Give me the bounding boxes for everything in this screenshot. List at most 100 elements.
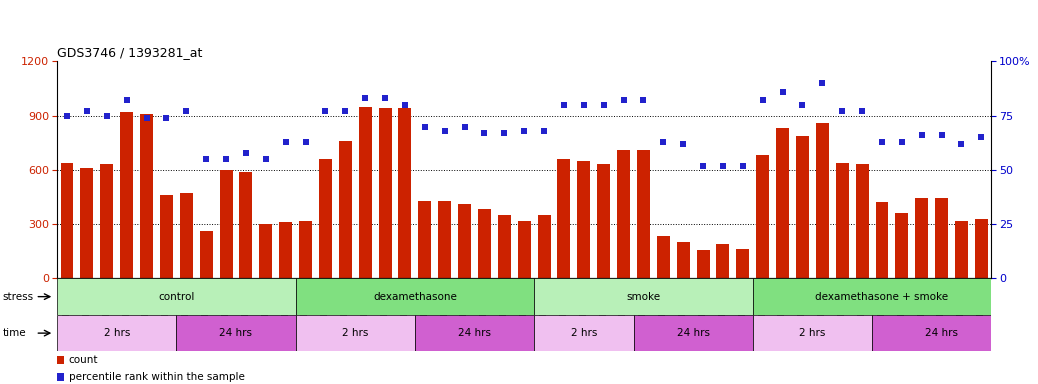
Point <box>774 89 791 95</box>
Point <box>616 98 632 104</box>
Bar <box>81 168 93 278</box>
Bar <box>538 215 550 278</box>
Point <box>436 128 453 134</box>
Point <box>218 156 235 162</box>
Bar <box>418 201 431 278</box>
Point <box>913 132 930 138</box>
Point <box>655 139 672 145</box>
Point <box>735 162 752 169</box>
Bar <box>359 107 372 278</box>
Bar <box>736 250 749 278</box>
Text: count: count <box>69 356 99 366</box>
Point <box>286 300 303 306</box>
Bar <box>872 315 1011 351</box>
Text: smoke: smoke <box>626 291 660 302</box>
Point <box>337 108 354 114</box>
Bar <box>160 195 173 278</box>
Bar <box>260 224 272 278</box>
Point <box>755 98 771 104</box>
Bar <box>677 242 689 278</box>
Point <box>496 130 513 136</box>
Bar <box>753 315 872 351</box>
Bar <box>557 159 571 278</box>
Bar <box>101 164 113 278</box>
Bar <box>379 108 391 278</box>
Text: GDS3746 / 1393281_at: GDS3746 / 1393281_at <box>57 46 202 59</box>
Bar <box>477 209 491 278</box>
Bar <box>716 244 730 278</box>
Bar <box>618 150 630 278</box>
Bar <box>657 236 670 278</box>
Point <box>277 139 294 145</box>
Point <box>555 102 572 108</box>
Point <box>635 98 652 104</box>
Text: time: time <box>3 328 27 338</box>
Point <box>286 151 303 157</box>
Bar <box>399 108 411 278</box>
Text: 2 hrs: 2 hrs <box>343 328 368 338</box>
Bar <box>299 222 312 278</box>
Bar <box>916 198 928 278</box>
Point <box>416 124 433 130</box>
Point <box>516 128 532 134</box>
Point <box>318 108 334 114</box>
Bar <box>975 219 988 278</box>
Bar <box>535 315 633 351</box>
Point <box>814 80 830 86</box>
Bar <box>637 150 650 278</box>
Bar <box>279 222 292 278</box>
Point <box>675 141 691 147</box>
Bar <box>57 315 176 351</box>
Bar <box>776 128 789 278</box>
Bar <box>753 278 1011 315</box>
Text: 24 hrs: 24 hrs <box>219 328 252 338</box>
Bar <box>176 315 296 351</box>
Text: dexamethasone + smoke: dexamethasone + smoke <box>816 291 949 302</box>
Bar <box>438 201 452 278</box>
Bar <box>319 159 332 278</box>
Point <box>377 95 393 101</box>
Bar <box>696 250 710 278</box>
Bar <box>855 164 869 278</box>
Point <box>894 139 910 145</box>
Point <box>536 128 552 134</box>
Bar <box>836 163 849 278</box>
Text: 24 hrs: 24 hrs <box>925 328 958 338</box>
Bar <box>535 278 753 315</box>
Text: control: control <box>158 291 194 302</box>
Text: dexamethasone: dexamethasone <box>373 291 457 302</box>
Point <box>575 102 592 108</box>
Bar <box>816 123 828 278</box>
Text: 2 hrs: 2 hrs <box>104 328 130 338</box>
Point <box>198 156 215 162</box>
Bar <box>875 202 889 278</box>
Point <box>99 113 115 119</box>
Point <box>238 149 254 156</box>
Bar <box>896 214 908 278</box>
Bar <box>458 204 471 278</box>
Bar <box>296 315 415 351</box>
Point <box>854 108 871 114</box>
Point <box>79 108 95 114</box>
Point <box>794 102 811 108</box>
Text: stress: stress <box>3 291 34 302</box>
Bar <box>240 172 252 278</box>
Point <box>596 102 612 108</box>
Bar <box>338 141 352 278</box>
Bar <box>498 215 511 278</box>
Text: percentile rank within the sample: percentile rank within the sample <box>69 372 245 382</box>
Bar <box>57 278 296 315</box>
Bar <box>199 232 213 278</box>
Bar <box>935 198 948 278</box>
Point <box>297 139 313 145</box>
Bar <box>220 170 233 278</box>
Point <box>257 156 274 162</box>
Point <box>476 130 493 136</box>
Point <box>457 124 473 130</box>
Bar <box>415 315 535 351</box>
Bar <box>120 112 133 278</box>
Bar <box>633 315 753 351</box>
Text: 2 hrs: 2 hrs <box>799 328 825 338</box>
Point <box>834 108 850 114</box>
Point <box>973 134 989 141</box>
